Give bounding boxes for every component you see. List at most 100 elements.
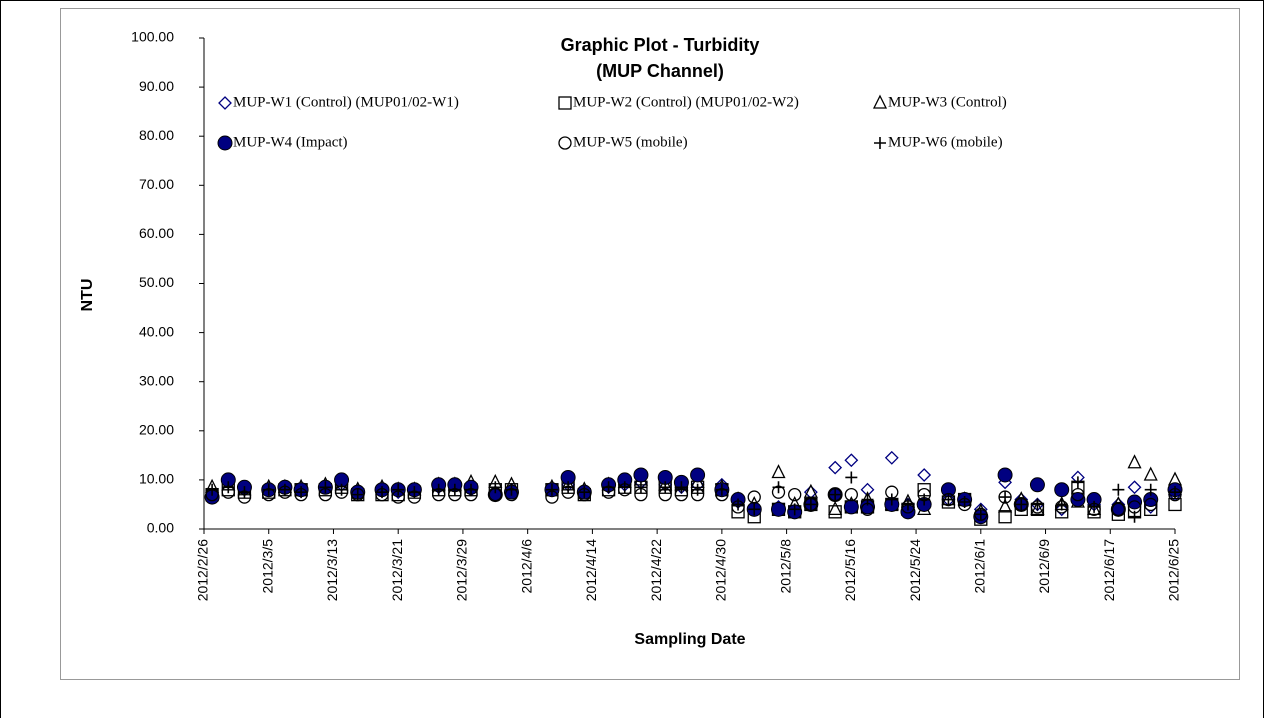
x-tick-label: 2012/6/9 [1036,539,1052,594]
y-tick-label: 60.00 [139,225,174,241]
point [335,483,348,496]
x-tick-label: 2012/4/30 [713,539,729,601]
point [844,487,858,502]
x-tick-label: 2012/6/17 [1101,539,1117,601]
legend-item: MUP-W6 (mobile) [874,134,1003,150]
legend-label: MUP-W3 (Control) [888,94,1007,110]
point [772,481,785,494]
point [771,501,787,517]
point [843,499,859,515]
point [351,488,364,501]
y-tick-label: 30.00 [139,372,174,388]
point [1031,498,1044,511]
point [1143,466,1158,481]
point [844,453,859,468]
point [1030,500,1045,516]
point [505,483,518,496]
x-tick-label: 2012/2/26 [195,539,211,601]
point [1169,486,1181,499]
point [1127,494,1143,510]
y-tick-label: 50.00 [139,274,174,290]
y-tick-label: 20.00 [139,422,174,438]
legend-label: MUP-W4 (Impact) [233,134,348,150]
point [942,493,955,506]
point [278,483,291,496]
point [206,483,219,496]
y-tick-label: 90.00 [139,78,174,94]
legend-marker [872,94,888,109]
point [885,493,898,506]
legend-item: MUP-W2 (Control) (MUP01/02-W2) [558,94,799,110]
y-tick-label: 0.00 [147,520,174,536]
legend-label: MUP-W6 (mobile) [888,134,1003,150]
point [1112,483,1125,496]
point [222,481,235,494]
point [958,495,971,508]
point [974,508,987,521]
legend-marker [218,96,232,110]
legend-marker [874,137,886,149]
point [319,481,332,494]
point [732,498,745,511]
point [1128,510,1141,523]
point [788,487,802,502]
point [578,486,591,499]
point [1015,498,1028,511]
point [634,481,647,494]
point [998,510,1012,524]
point [408,486,421,499]
point [633,467,649,483]
point [562,481,575,494]
point [748,503,761,516]
point [675,481,688,494]
legend-marker [217,135,233,151]
point [771,464,786,479]
point [659,481,672,494]
point [804,498,817,511]
point [489,481,502,494]
point [1087,500,1102,516]
point [788,503,801,516]
y-axis-label: NTU [79,279,96,312]
point [1071,487,1085,502]
legend-marker [558,96,572,110]
point [1127,454,1142,469]
point [691,483,704,496]
point [861,493,874,506]
point [465,483,478,496]
point [1110,501,1126,517]
chart-title: Graphic Plot - Turbidity [561,35,760,55]
point [828,505,842,519]
point [618,481,631,494]
legend-marker [558,136,572,150]
x-tick-label: 2012/3/29 [454,539,470,601]
point [1070,492,1086,508]
point [747,490,761,504]
point [1111,502,1126,517]
point [448,483,461,496]
point [1144,483,1157,496]
point [238,486,251,499]
x-tick-label: 2012/3/5 [259,539,275,594]
legend-item: MUP-W3 (Control) [872,94,1007,110]
point [828,460,843,475]
point [1088,500,1101,513]
legend-item: MUP-W5 (mobile) [558,134,688,150]
chart-frame [60,8,1240,680]
point [1127,480,1142,495]
point [1144,497,1158,512]
x-tick-label: 2012/5/8 [777,539,793,594]
point [1054,482,1070,498]
y-tick-label: 10.00 [139,471,174,487]
point [262,483,275,496]
x-tick-label: 2012/5/24 [907,539,923,601]
x-axis-label: Sampling Date [634,631,745,648]
point [715,483,728,496]
point [376,486,389,499]
legend-label: MUP-W2 (Control) (MUP01/02-W2) [573,94,799,110]
x-tick-label: 2012/6/25 [1166,539,1182,601]
point [997,467,1013,483]
point [999,491,1012,504]
